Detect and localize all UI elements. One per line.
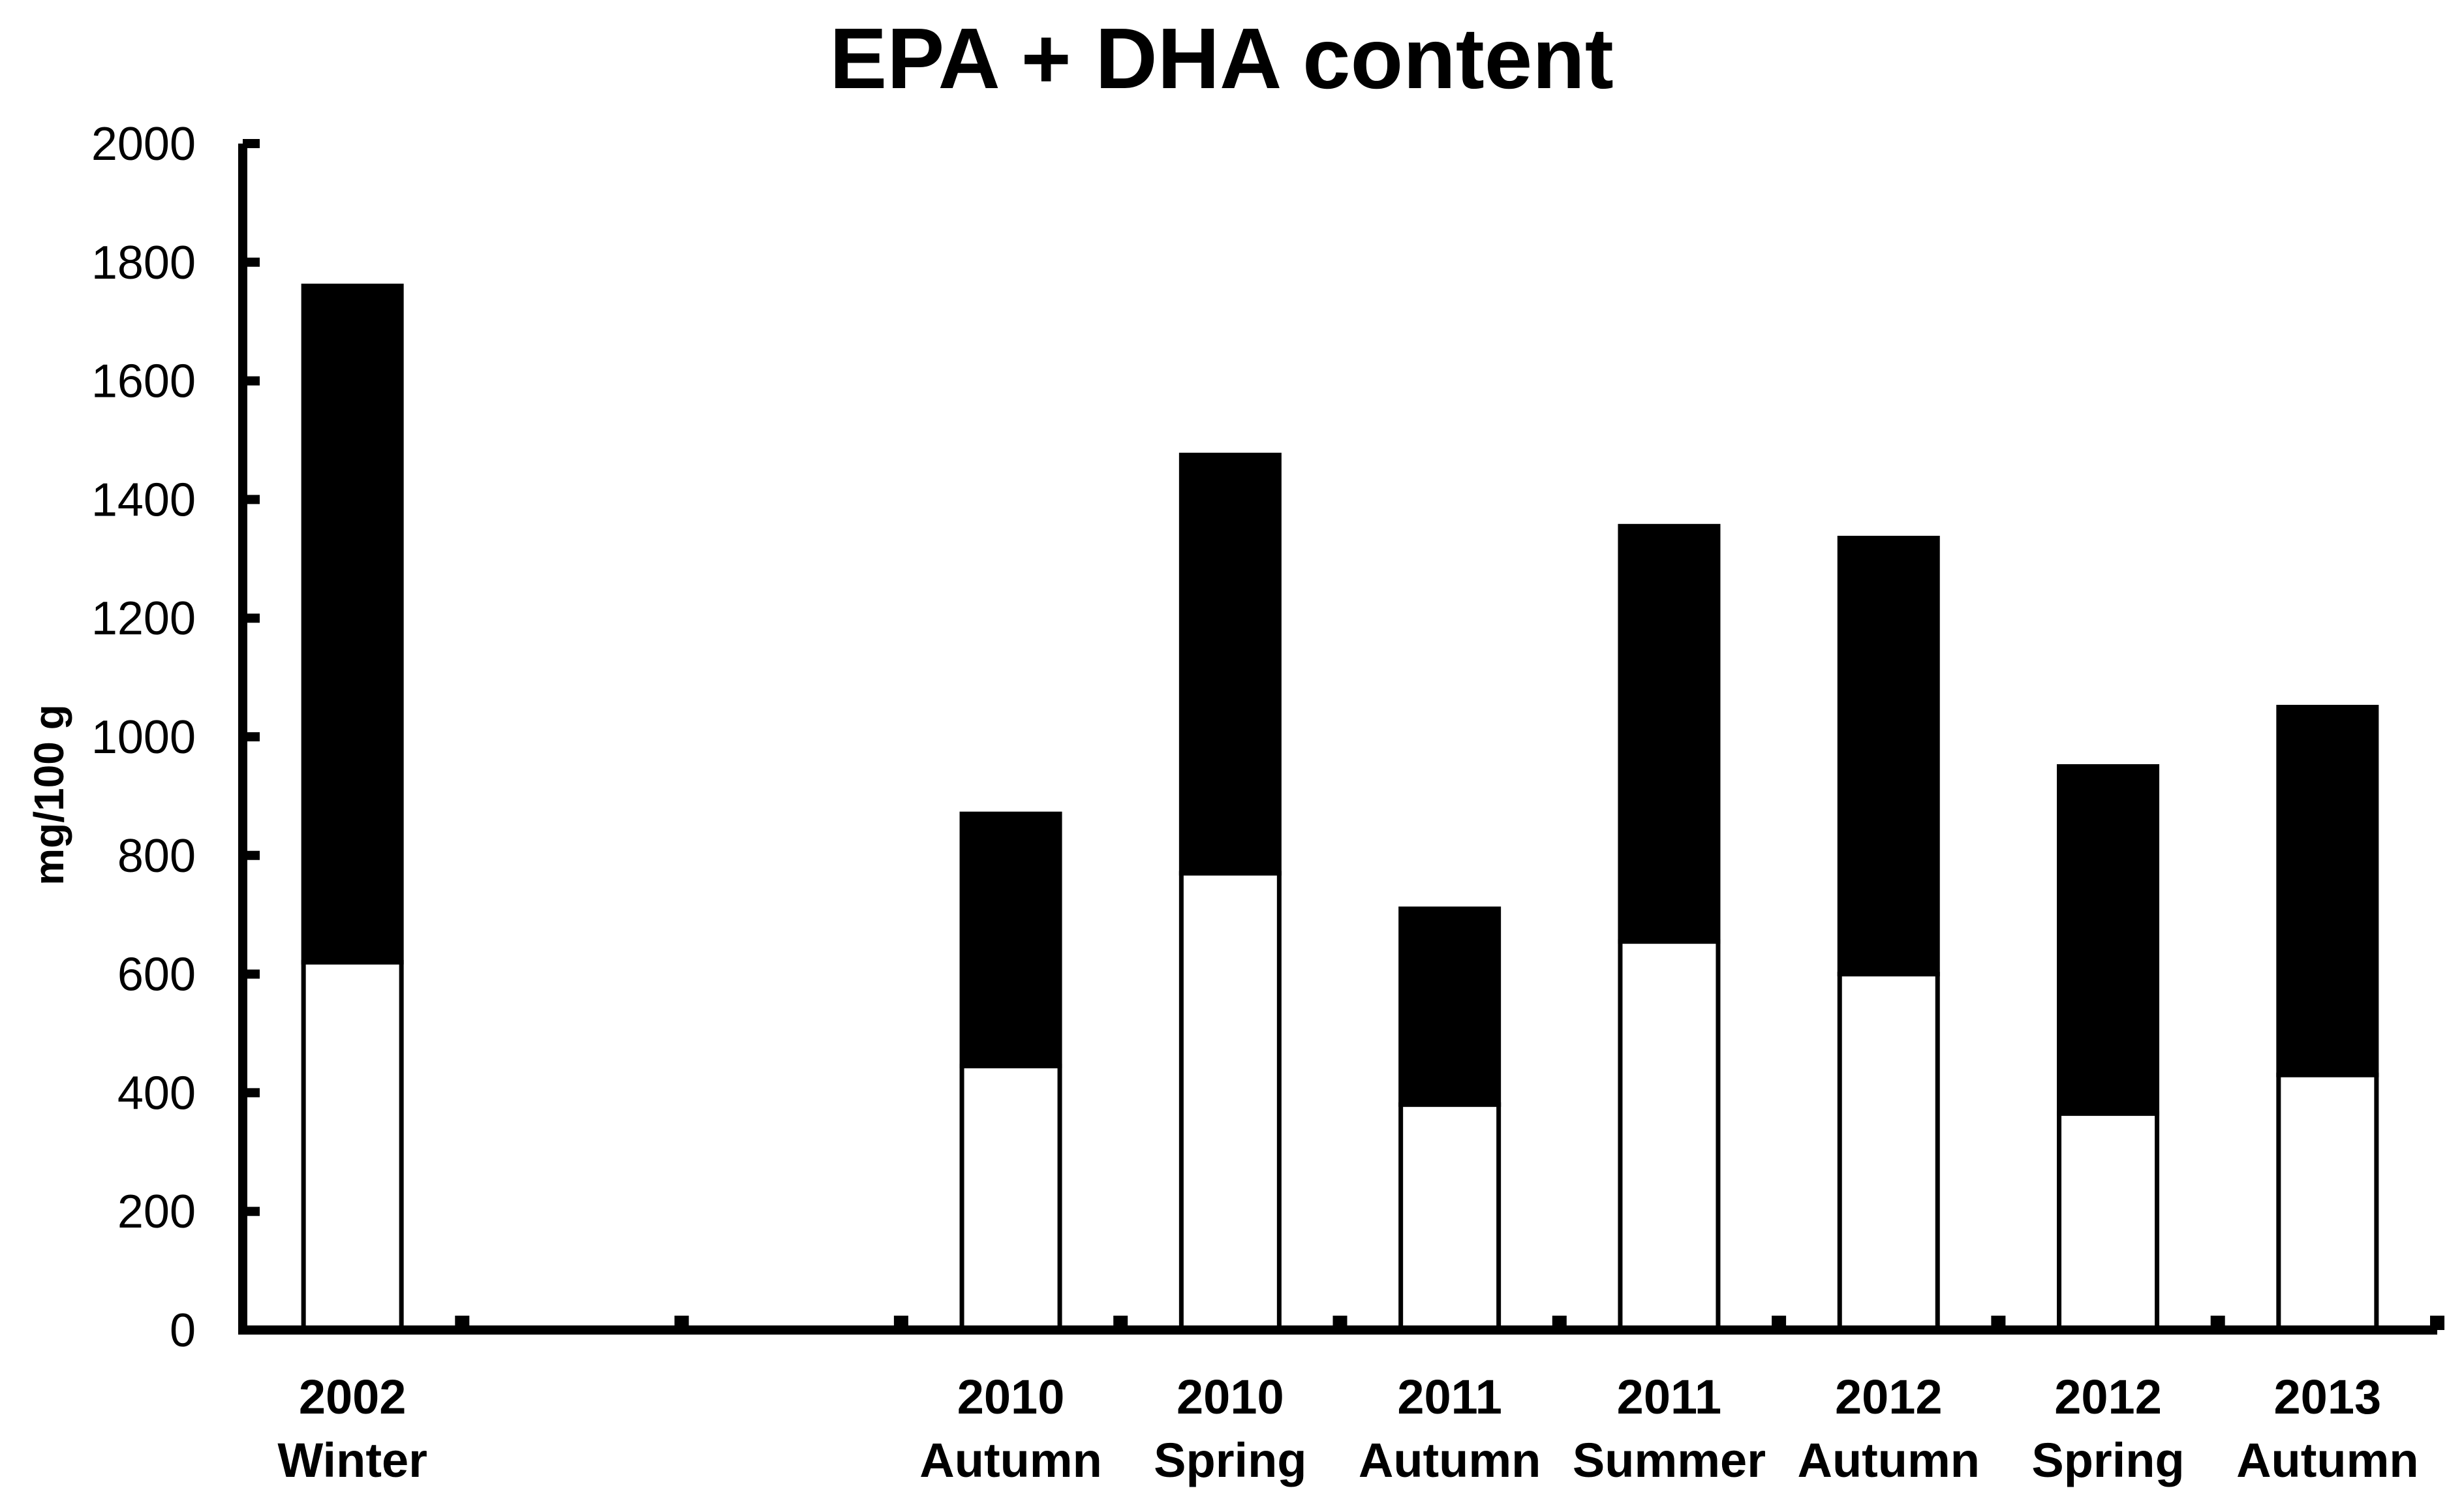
x-tick-label-year-6: 2011 [1617, 1370, 1722, 1424]
y-tick-label-5: 1000 [91, 711, 196, 764]
bar-segment-0-5 [1398, 1102, 1502, 1333]
x-tick-label-season-8: Spring [2031, 1433, 2184, 1487]
tick-labels: 0 200 400 600 800 1000 1200 1400 1600 1800 2000 200… [91, 118, 2419, 1487]
x-tick-label-season-5: Autumn [1359, 1433, 1541, 1487]
bars-layer [301, 283, 2379, 1333]
bar-segment-0-0 [301, 959, 404, 1333]
bar-segment-1-7 [1837, 535, 1940, 977]
y-tick-label-10: 2000 [91, 118, 196, 170]
axes-layer [238, 139, 2444, 1335]
x-tick-label-season-4: Spring [1154, 1433, 1306, 1487]
y-tick-label-3: 600 [117, 949, 196, 1001]
bar-segment-0-6 [1618, 939, 1721, 1333]
bar-segment-0-4 [1178, 871, 1282, 1333]
y-tick-label-9: 1800 [91, 237, 196, 289]
y-axis-label: mg/100 g [25, 704, 72, 885]
x-tick-label-year-0: 2002 [299, 1370, 407, 1424]
y-tick-label-0: 0 [170, 1305, 196, 1357]
x-tick-label-season-9: Autumn [2236, 1433, 2419, 1487]
x-tick-label-season-0: Winter [277, 1433, 427, 1487]
y-tick-label-8: 1600 [91, 356, 196, 408]
bar-segment-0-9 [2276, 1072, 2379, 1333]
x-tick-label-year-9: 2013 [2274, 1370, 2382, 1424]
x-tick-label-year-4: 2010 [1177, 1370, 1284, 1424]
bar-segment-0-3 [959, 1063, 1062, 1333]
bar-segment-1-6 [1618, 523, 1721, 944]
x-tick-label-year-7: 2012 [1835, 1370, 1943, 1424]
x-tick-label-year-8: 2012 [2054, 1370, 2162, 1424]
bar-segment-1-4 [1178, 452, 1282, 876]
bar-segment-0-8 [2057, 1111, 2160, 1333]
y-tick-label-4: 800 [117, 830, 196, 882]
y-tick-label-6: 1200 [91, 593, 196, 645]
bar-segment-0-7 [1837, 972, 1940, 1333]
x-tick-label-year-5: 2011 [1397, 1370, 1502, 1424]
y-tick-label-2: 400 [117, 1067, 196, 1119]
x-tick-label-season-7: Autumn [1798, 1433, 1980, 1487]
bar-segment-1-3 [959, 811, 1062, 1068]
x-tick-label-season-3: Autumn [919, 1433, 1102, 1487]
x-tick-label-season-6: Summer [1573, 1433, 1766, 1487]
y-tick-label-1: 200 [117, 1186, 196, 1238]
bar-segment-1-5 [1398, 906, 1502, 1107]
chart-title: EPA + DHA content [829, 10, 1614, 106]
bar-segment-1-8 [2057, 764, 2160, 1116]
x-tick-label-year-3: 2010 [957, 1370, 1065, 1424]
y-tick-label-7: 1400 [91, 474, 196, 526]
bar-segment-1-0 [301, 283, 404, 965]
bar-segment-1-9 [2276, 705, 2379, 1077]
